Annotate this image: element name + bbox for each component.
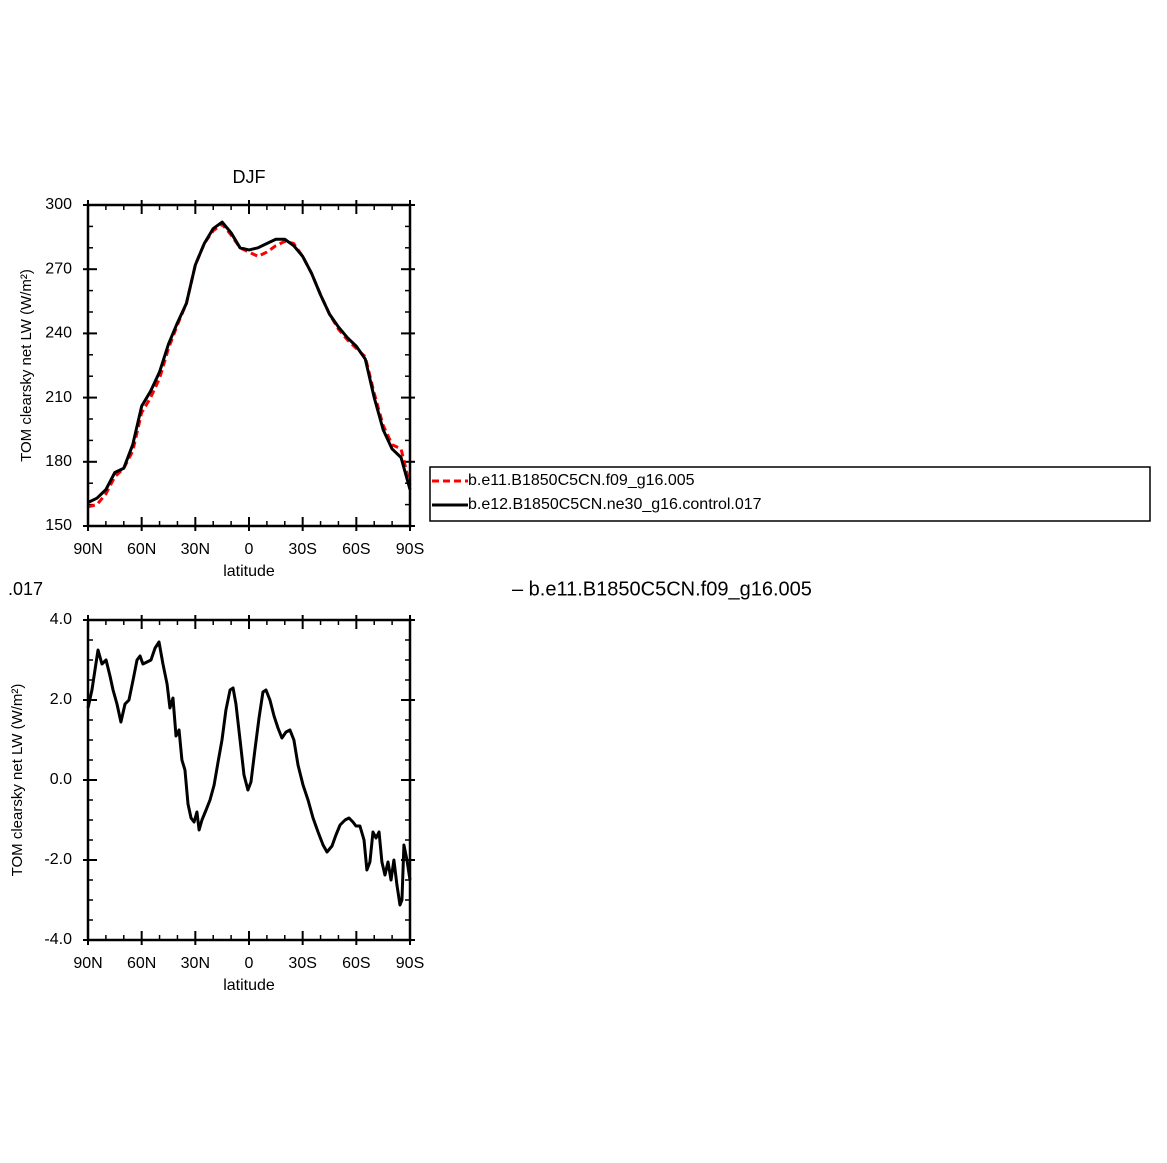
- x-tick-label: 60N: [127, 955, 156, 972]
- y-tick-label: 240: [45, 325, 72, 342]
- x-tick-label: 60N: [127, 541, 156, 558]
- x-tick-label: 60S: [342, 955, 370, 972]
- y-tick-label: 300: [45, 196, 72, 213]
- x-tick-label: 30S: [288, 541, 316, 558]
- x-tick-label: 90S: [396, 955, 424, 972]
- x-tick-label: 60S: [342, 541, 370, 558]
- series-line: [87, 220, 412, 504]
- y-tick-label: 180: [45, 453, 72, 470]
- y-tick-label: 0.0: [50, 771, 72, 788]
- overlay-text: – b.e11.B1850C5CN.f09_g16.005: [512, 578, 812, 600]
- y-tick-label: -4.0: [44, 931, 72, 948]
- chart: 150 180 210 240 270 300 90N 60N 30N 0 30S 60S 90S DJF…: [18, 167, 1151, 580]
- y-tick-label: 270: [45, 260, 72, 277]
- legend-label: b.e11.B1850C5CN.f09_g16.005: [468, 472, 695, 489]
- plot-frame: [86, 618, 412, 942]
- chart-title: DJF: [233, 167, 266, 187]
- y-tick-label: 210: [45, 389, 72, 406]
- x-axis-label: latitude: [223, 977, 275, 994]
- y-tick-label: -2.0: [44, 851, 72, 868]
- y-axis-label: TOM clearsky net LW (W/m²): [18, 269, 35, 462]
- plot-frame: [86, 203, 412, 528]
- x-tick-label: 90N: [73, 955, 102, 972]
- y-tick-label: 150: [45, 517, 72, 534]
- x-tick-label: 30N: [181, 541, 210, 558]
- x-tick-label: 90S: [396, 541, 424, 558]
- x-tick-label: 30N: [181, 955, 210, 972]
- overlay-text: .017: [8, 579, 43, 599]
- x-axis-label: latitude: [223, 563, 275, 580]
- y-axis-label: TOM clearsky net LW (W/m²): [9, 684, 26, 877]
- x-tick-label: 30S: [288, 955, 316, 972]
- chart: -4.0 -2.0 0.0 2.0 4.0 90N 60N 30N 0 30S 60S 90S lati…: [9, 611, 424, 994]
- y-tick-label: 2.0: [50, 691, 72, 708]
- legend: b.e11.B1850C5CN.f09_g16.005 b.e12.B1850C5…: [429, 466, 1151, 522]
- legend-label: b.e12.B1850C5CN.ne30_g16.control.017: [468, 496, 762, 513]
- series-line: [86, 640, 412, 907]
- x-tick-label: 0: [245, 955, 254, 972]
- legend-box: [429, 466, 1151, 522]
- y-tick-label: 4.0: [50, 611, 72, 628]
- series-line: [87, 222, 412, 509]
- x-tick-label: 90N: [73, 541, 102, 558]
- x-tick-label: 0: [245, 541, 254, 558]
